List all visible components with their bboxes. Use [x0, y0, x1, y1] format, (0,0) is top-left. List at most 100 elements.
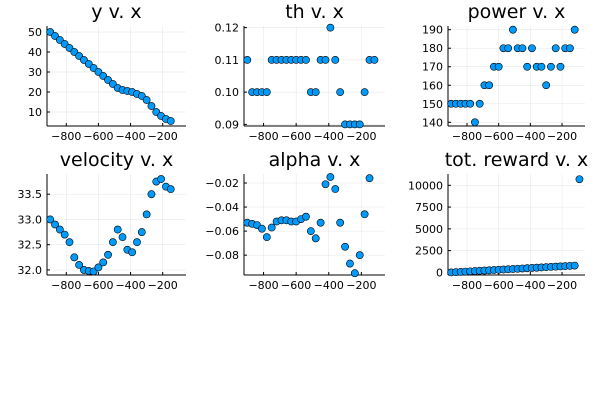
chart-0-point-20 — [142, 96, 151, 104]
chart-1-xtick-label-3: −200 — [346, 130, 376, 143]
chart-4-point-21 — [346, 259, 354, 268]
chart-4-ytick-label-0: −0.08 — [205, 249, 239, 262]
chart-3-point-20 — [142, 210, 151, 219]
chart-2-point-15 — [518, 44, 527, 53]
chart-4-xtick-label-3: −200 — [346, 279, 376, 292]
chart-3-point-19 — [137, 228, 146, 236]
chart-1-subplot: th v. x −800 −600 −400 −200 0.09 0.10 0.11 0.12 — [215, 1, 385, 143]
chart-1-point-18 — [331, 55, 340, 64]
chart-3-point-15 — [118, 233, 127, 242]
chart-1-xtick-label-0: −800 — [248, 130, 278, 143]
chart-5-title: tot. reward v. x — [445, 149, 589, 171]
chart-0-xtick-label-3: −200 — [148, 130, 178, 143]
chart-2-xtick-label-0: −800 — [452, 130, 482, 143]
chart-2-point-26 — [570, 25, 579, 34]
chart-0-point-21 — [147, 102, 156, 110]
chart-0-subplot: y v. x −800 −600 −400 −200 10 20 30 40 50 — [28, 1, 186, 143]
chart-2-ytick-label-0: 140 — [422, 116, 443, 129]
chart-5-ytick-label-4: 10000 — [408, 179, 443, 192]
chart-2-title: power v. x — [468, 1, 566, 23]
chart-5-ytick-label-2: 5000 — [415, 223, 443, 236]
chart-5-points — [447, 175, 584, 277]
chart-5-ytick-label-1: 2500 — [415, 245, 443, 258]
chart-5-point-26 — [570, 261, 579, 270]
chart-1-point-0 — [243, 55, 252, 64]
chart-4-point-20 — [341, 242, 349, 251]
chart-1-point-14 — [311, 88, 320, 97]
chart-2-ytick-label-1: 150 — [422, 98, 443, 111]
chart-2-subplot: power v. x −800 −600 −400 −200 140 150 160 170 18… — [422, 1, 585, 143]
chart-3-point-2 — [55, 225, 64, 234]
chart-4-ytick-label-1: −0.06 — [205, 225, 239, 238]
chart-2-point-20 — [542, 81, 551, 90]
chart-4-subplot: alpha v. x −800 −600 −400 −200 −0.08 −0.06 −0.0… — [205, 149, 385, 292]
chart-4-point-12 — [302, 212, 310, 221]
chart-3-point-17 — [128, 248, 137, 257]
chart-3-point-21 — [147, 190, 156, 199]
chart-1-ytick-label-3: 0.12 — [215, 22, 240, 35]
chart-2-point-16 — [523, 62, 532, 71]
chart-1-xtick-label-2: −400 — [314, 130, 344, 143]
chart-3-title: velocity v. x — [60, 149, 173, 171]
chart-1-point-24 — [360, 88, 369, 97]
chart-5-ytick-label-0: 0 — [436, 266, 443, 279]
chart-0-ytick-label-0: 10 — [28, 106, 42, 119]
chart-2-ytick-label-2: 160 — [422, 79, 443, 92]
chart-2-xtick-label-1: −600 — [484, 130, 514, 143]
chart-0-xtick-label-2: −400 — [115, 130, 145, 143]
chart-3-point-0 — [46, 215, 55, 224]
chart-2-point-6 — [475, 99, 484, 108]
chart-2-ytick-label-5: 190 — [422, 24, 443, 37]
chart-3-point-12 — [104, 250, 112, 259]
chart-1-point-23 — [355, 120, 364, 129]
chart-4-point-18 — [331, 185, 340, 193]
chart-3-point-23 — [157, 175, 165, 183]
chart-2-ytick-label-3: 170 — [422, 61, 443, 74]
chart-3-point-6 — [75, 260, 84, 269]
chart-0-points — [46, 28, 175, 125]
chart-5-xtick-label-0: −800 — [452, 279, 482, 292]
chart-4-points — [243, 173, 374, 278]
chart-1-point-19 — [336, 88, 345, 97]
chart-3-point-25 — [166, 185, 175, 194]
chart-4-point-5 — [267, 223, 276, 232]
chart-2-point-12 — [504, 44, 513, 53]
chart-3-xtick-label-2: −400 — [115, 279, 145, 292]
chart-3-ytick-label-2: 33.0 — [18, 213, 43, 226]
chart-2-point-8 — [485, 81, 494, 90]
chart-2-point-22 — [551, 44, 560, 53]
chart-1-point-17 — [326, 23, 335, 32]
chart-2-point-23 — [556, 62, 565, 71]
chart-5-xtick-label-2: −400 — [515, 279, 545, 292]
chart-4-point-24 — [360, 210, 369, 219]
chart-4-xtick-label-1: −600 — [281, 279, 311, 292]
chart-4-point-4 — [262, 233, 271, 242]
chart-3-points — [46, 175, 175, 276]
chart-0-xtick-label-1: −600 — [83, 130, 113, 143]
chart-3-point-11 — [99, 258, 108, 267]
chart-2-point-19 — [537, 62, 546, 71]
chart-3-ytick-label-1: 32.5 — [18, 239, 43, 252]
chart-4-point-19 — [336, 218, 345, 227]
chart-1-point-16 — [321, 55, 330, 64]
chart-4-point-25 — [365, 174, 374, 183]
chart-2-point-5 — [471, 118, 479, 127]
chart-3-ytick-label-0: 32.0 — [18, 264, 43, 277]
chart-3-point-4 — [65, 238, 74, 247]
chart-4-point-15 — [316, 218, 325, 227]
chart-3-xtick-label-3: −200 — [148, 279, 178, 292]
chart-5-subplot: tot. reward v. x −800 −600 −400 −200 0 2500 500… — [408, 149, 588, 292]
chart-2-xtick-label-2: −400 — [515, 130, 545, 143]
chart-1-xtick-label-1: −600 — [281, 130, 311, 143]
chart-1-point-26 — [370, 55, 379, 64]
chart-0-point-25 — [166, 117, 175, 125]
chart-1-point-12 — [302, 55, 310, 64]
chart-4-point-13 — [306, 227, 315, 236]
chart-4-title: alpha v. x — [269, 149, 361, 171]
chart-3-ytick-label-3: 33.5 — [18, 188, 43, 201]
chart-1-title: th v. x — [285, 1, 344, 23]
chart-3-point-3 — [60, 230, 69, 239]
chart-1-ytick-label-2: 0.11 — [215, 54, 240, 67]
chart-3-xtick-label-0: −800 — [51, 279, 81, 292]
chart-5-ytick-label-3: 7500 — [415, 201, 443, 214]
